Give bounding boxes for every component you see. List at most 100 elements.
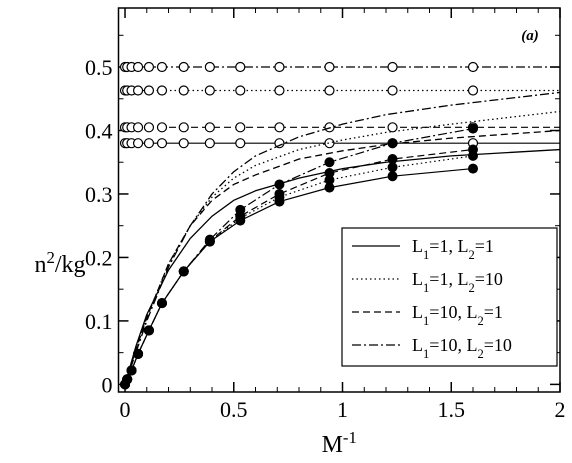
open-marker — [204, 61, 215, 73]
filled-marker — [387, 171, 398, 182]
filled-marker — [143, 325, 154, 336]
filled-marker — [235, 204, 246, 215]
curve — [124, 129, 560, 385]
open-marker — [156, 61, 168, 73]
open-marker — [235, 61, 246, 73]
curve — [124, 110, 560, 385]
open-marker — [143, 61, 155, 73]
open-marker — [274, 122, 285, 133]
open-marker — [274, 138, 285, 149]
open-marker — [132, 85, 144, 96]
x-tick-label: 1 — [337, 397, 348, 422]
open-marker — [467, 85, 479, 96]
open-marker — [132, 61, 144, 73]
filled-marker — [324, 175, 335, 186]
open-marker — [324, 85, 335, 96]
curve — [124, 91, 560, 385]
filled-marker — [387, 162, 398, 173]
open-marker — [324, 61, 335, 73]
y-tick-label: 0.3 — [85, 182, 113, 207]
open-marker — [132, 138, 144, 149]
open-marker — [178, 122, 189, 133]
legend-label-part: =1, L — [429, 269, 468, 289]
y-tick-label: 0.4 — [85, 118, 113, 143]
legend-label-part: =10, L — [429, 302, 477, 322]
open-marker — [204, 122, 215, 133]
legend-label-part: 2 — [468, 281, 474, 295]
legend-label-part: 2 — [468, 248, 474, 262]
legend-label-part: L — [412, 302, 423, 322]
filled-marker — [274, 188, 285, 199]
x-tick-label: 1.5 — [438, 397, 466, 422]
open-marker — [235, 122, 246, 133]
y-axis-label-part: 2 — [46, 248, 54, 267]
filled-marker — [468, 144, 479, 155]
legend-label-part: =10 — [484, 335, 512, 355]
open-marker — [204, 138, 215, 149]
legend-label: L1=1, L2=1 — [412, 236, 494, 262]
open-marker — [132, 122, 144, 133]
legend-label-part: =1, L — [429, 236, 468, 256]
legend-label-part: 2 — [477, 347, 483, 361]
filled-marker — [126, 365, 137, 376]
open-marker — [143, 122, 155, 133]
legend-label-part: L — [412, 335, 423, 355]
x-tick-label: 2 — [555, 397, 566, 422]
y-tick-label: 0.1 — [85, 309, 113, 334]
legend-label: L1=10, L2=1 — [412, 302, 503, 328]
open-marker — [143, 85, 155, 96]
x-tick-label: 0.5 — [220, 397, 248, 422]
y-axis-label-part: /kg — [55, 252, 86, 278]
legend-label-part: 1 — [423, 248, 429, 262]
x-axis-label: M-1 — [322, 428, 357, 459]
x-axis-label-part: M — [322, 432, 343, 458]
legend-box — [341, 227, 558, 367]
y-tick-label: 0.5 — [85, 55, 113, 80]
y-tick-label: 0 — [102, 372, 113, 397]
filled-marker — [387, 138, 398, 149]
filled-marker — [156, 298, 167, 309]
filled-marker — [324, 168, 335, 179]
open-marker — [235, 138, 246, 149]
open-marker — [274, 61, 285, 73]
filled-marker — [468, 163, 479, 174]
open-marker — [324, 138, 335, 149]
x-tick-label: 0 — [120, 397, 131, 422]
y-axis-label: n2/kg — [34, 248, 85, 279]
legend-label-part: =1 — [475, 236, 494, 256]
open-marker — [178, 61, 189, 73]
y-tick-label: 0.2 — [85, 245, 113, 270]
filled-marker — [122, 374, 133, 385]
filled-marker — [178, 266, 189, 277]
open-marker — [235, 85, 246, 96]
open-marker — [204, 85, 215, 96]
legend-label-part: 2 — [477, 314, 483, 328]
legend-label-part: L — [412, 269, 423, 289]
y-axis-label-part: n — [34, 252, 46, 278]
open-marker — [387, 61, 398, 73]
open-marker — [387, 85, 398, 96]
open-marker — [156, 138, 168, 149]
filled-marker — [387, 154, 398, 165]
filled-marker — [468, 123, 479, 134]
legend-label: L1=1, L2=10 — [412, 269, 503, 295]
filled-marker — [204, 234, 215, 245]
open-marker — [143, 138, 155, 149]
legend-label-part: 1 — [423, 281, 429, 295]
legend-label-part: L — [412, 236, 423, 256]
open-marker — [274, 85, 285, 96]
annotation: (a) — [521, 28, 539, 44]
plot — [119, 61, 560, 390]
legend-label-part: =10, L — [429, 335, 477, 355]
filled-marker — [324, 182, 335, 193]
open-marker — [467, 61, 479, 73]
open-marker — [387, 122, 398, 133]
open-marker — [156, 122, 168, 133]
legend-label-part: 1 — [423, 314, 429, 328]
legend-label-part: =1 — [484, 302, 503, 322]
filled-marker — [324, 157, 335, 168]
legend-label-part: =10 — [475, 269, 503, 289]
legend-label: L1=10, L2=10 — [412, 335, 512, 361]
filled-marker — [274, 179, 285, 190]
